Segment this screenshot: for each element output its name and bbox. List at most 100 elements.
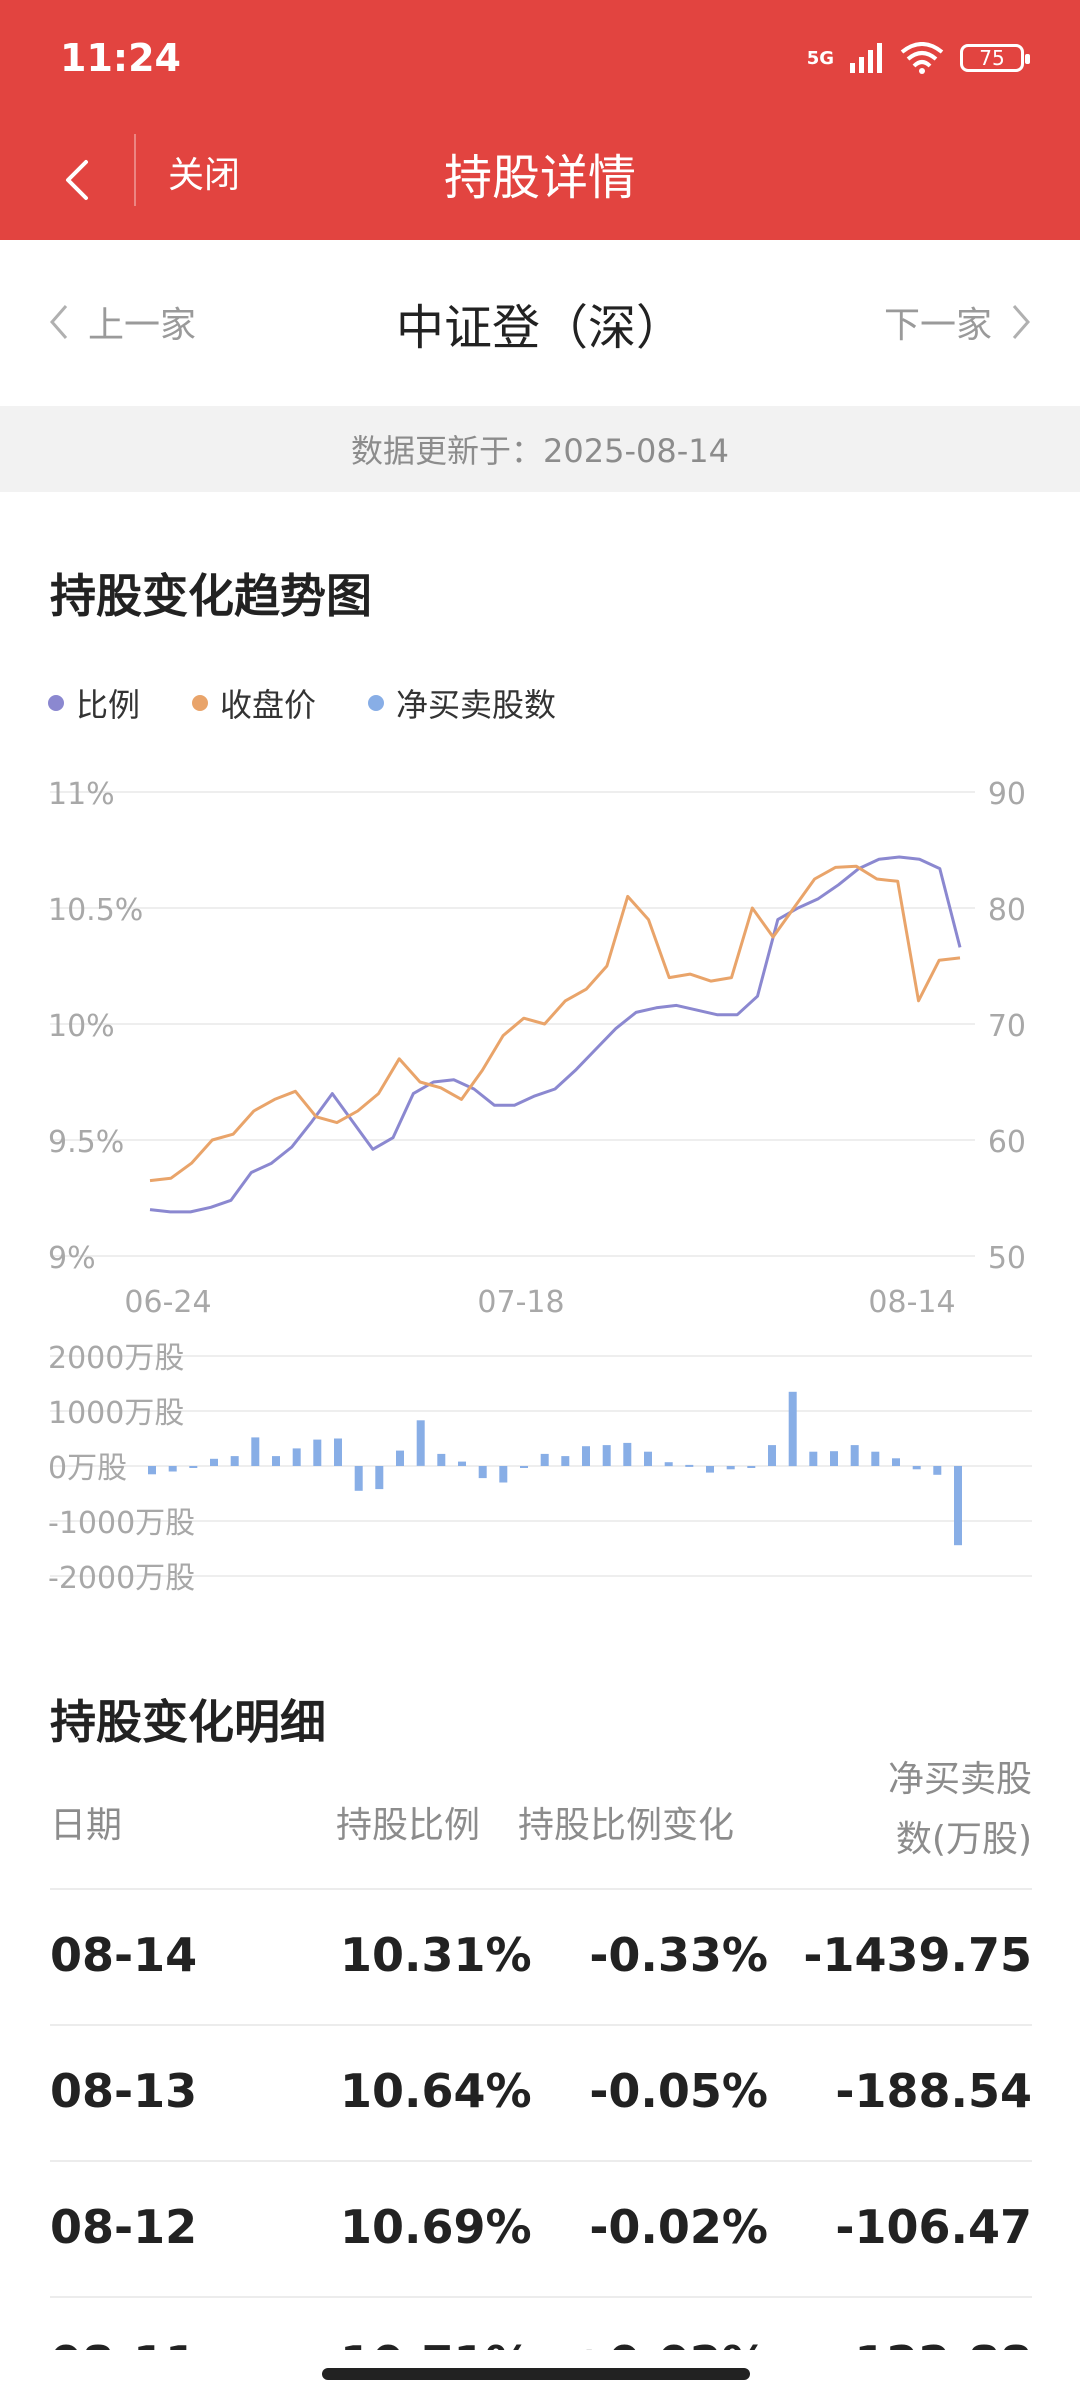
title-divider [134, 134, 136, 206]
net-trade-bar-chart[interactable]: 2000万股 1000万股 0万股 -1000万股 -2000万股 [0, 1340, 1080, 1620]
net-trade-bar [375, 1466, 384, 1490]
net-trade-bar [189, 1466, 198, 1468]
y-right-tick-label: 50 [988, 1241, 1026, 1276]
x-tick-label: 07-18 [477, 1285, 564, 1320]
cell-ratio: 10.71% [340, 2336, 532, 2350]
net-trade-bar [892, 1458, 900, 1466]
y-left-tick-label: 9.5% [48, 1125, 124, 1160]
legend-item-close-price[interactable]: 收盘价 [192, 680, 316, 726]
next-company-label: 下一家 [883, 305, 992, 346]
legend-label-net-trade: 净买卖股数 [396, 686, 557, 724]
chart-legend: 比例 收盘价 净买卖股数 [48, 680, 556, 726]
back-icon[interactable] [48, 140, 108, 220]
cell-net-trade: -1439.75 [803, 1928, 1032, 1982]
bar-y-tick-label: 2000万股 [48, 1341, 184, 1376]
net-trade-bar [354, 1466, 363, 1491]
home-indicator[interactable] [322, 2368, 750, 2380]
net-trade-bar [582, 1446, 590, 1466]
cell-net-trade: -188.54 [835, 2064, 1032, 2118]
net-trade-bar [416, 1420, 425, 1466]
net-trade-bar [230, 1456, 239, 1466]
net-trade-bar [272, 1456, 280, 1466]
net-trade-bar [478, 1466, 487, 1479]
net-trade-bar [313, 1439, 322, 1466]
net-trade-bar [768, 1445, 776, 1466]
chevron-right-icon [1012, 305, 1030, 339]
net-trade-bar [561, 1456, 570, 1466]
legend-item-ratio[interactable]: 比例 [48, 680, 140, 726]
bar-y-tick-label: 1000万股 [48, 1396, 184, 1431]
bar-y-tick-label: -2000万股 [48, 1561, 195, 1596]
table-row[interactable]: 08-11 10.71% +0.02% 122.88 [50, 2296, 1032, 2350]
net-trade-bar [210, 1458, 218, 1466]
company-nav: 中证登（深） 上一家 下一家 [0, 240, 1080, 406]
cell-date: 08-13 [50, 2064, 198, 2118]
net-trade-bar [334, 1438, 342, 1466]
legend-dot-close-price [192, 695, 209, 711]
detail-section-title: 持股变化明细 [50, 1695, 326, 1749]
net-trade-bar [747, 1466, 756, 1468]
net-trade-bar [499, 1466, 508, 1483]
column-header-ratio-change: 持股比例变化 [518, 1805, 735, 1846]
net-trade-bar [623, 1442, 632, 1466]
legend-label-close-price: 收盘价 [220, 686, 317, 724]
cell-net-trade: 122.88 [854, 2336, 1032, 2350]
net-trade-bar [912, 1466, 921, 1470]
cell-ratio: 10.64% [340, 2064, 532, 2118]
net-trade-bar [458, 1461, 466, 1466]
net-trade-bar [850, 1445, 859, 1466]
signal-icon [850, 43, 882, 73]
bar-y-tick-label: -1000万股 [48, 1506, 195, 1541]
status-bar: 11:24 5G 75 [0, 0, 1080, 120]
battery-icon: 75 [960, 44, 1030, 72]
net-trade-bar [933, 1466, 942, 1475]
y-left-tick-label: 9% [48, 1241, 96, 1276]
net-trade-bar [168, 1466, 177, 1472]
y-left-tick-label: 10.5% [48, 893, 143, 928]
table-row[interactable]: 08-13 10.64% -0.05% -188.54 [50, 2024, 1032, 2162]
net-trade-bar [396, 1450, 404, 1466]
title-bar: 关闭 持股详情 [0, 120, 1080, 240]
holding-trend-line-chart[interactable]: 11% 90 10.5% 80 10% 70 9.5% 60 9% 50 06-24 07-18 08-… [0, 760, 1080, 1340]
cell-date: 08-11 [50, 2336, 197, 2350]
bar-y-tick-label: 0万股 [48, 1451, 127, 1486]
prev-company-button[interactable]: 上一家 [48, 296, 196, 348]
legend-item-net-trade[interactable]: 净买卖股数 [368, 680, 556, 726]
prev-company-label: 上一家 [88, 305, 197, 346]
cell-ratio-change: -0.05% [589, 2064, 768, 2118]
table-row[interactable]: 08-14 10.31% -0.33% -1439.75 [50, 1888, 1032, 2026]
net-trade-bar [148, 1466, 156, 1475]
table-row[interactable]: 08-12 10.69% -0.02% -106.47 [50, 2160, 1032, 2298]
y-right-tick-label: 60 [988, 1125, 1026, 1160]
cell-ratio-change: -0.02% [589, 2200, 768, 2254]
battery-level: 75 [979, 46, 1005, 70]
next-company-button[interactable]: 下一家 [884, 296, 1032, 348]
net-trade-bar [540, 1453, 549, 1466]
x-tick-label: 06-24 [124, 1285, 211, 1320]
wifi-icon [900, 42, 944, 74]
y-right-tick-label: 80 [988, 893, 1026, 928]
column-header-net-line1: 净买卖股 [887, 1759, 1032, 1800]
close-price-series-line [149, 864, 961, 1183]
update-date-bar: 数据更新于：2025-08-14 [0, 406, 1080, 492]
detail-table-header: 日期 持股比例 持股比例变化 净买卖股 数(万股) [50, 1759, 1032, 1880]
net-trade-bar [706, 1466, 714, 1473]
y-right-tick-label: 90 [988, 777, 1026, 812]
net-trade-bar [602, 1445, 611, 1466]
close-button[interactable]: 关闭 [168, 155, 241, 196]
column-header-net-line2: 数(万股) [895, 1819, 1032, 1860]
legend-dot-ratio [48, 695, 64, 711]
net-trade-bar [871, 1451, 880, 1466]
legend-dot-net-trade [368, 695, 385, 711]
status-icons: 5G 75 [807, 38, 1030, 78]
net-trade-bar [251, 1437, 260, 1466]
net-trade-bar [788, 1391, 797, 1467]
legend-label-ratio: 比例 [76, 686, 141, 724]
page-title: 持股详情 [443, 150, 636, 206]
status-time: 11:24 [60, 36, 181, 80]
cell-ratio: 10.69% [340, 2200, 532, 2254]
net-trade-bar [685, 1464, 694, 1467]
detail-table-body: 08-14 10.31% -0.33% -1439.75 08-13 10.64… [50, 1888, 1032, 2350]
cell-date: 08-12 [50, 2200, 198, 2254]
cell-net-trade: -106.47 [835, 2200, 1032, 2254]
